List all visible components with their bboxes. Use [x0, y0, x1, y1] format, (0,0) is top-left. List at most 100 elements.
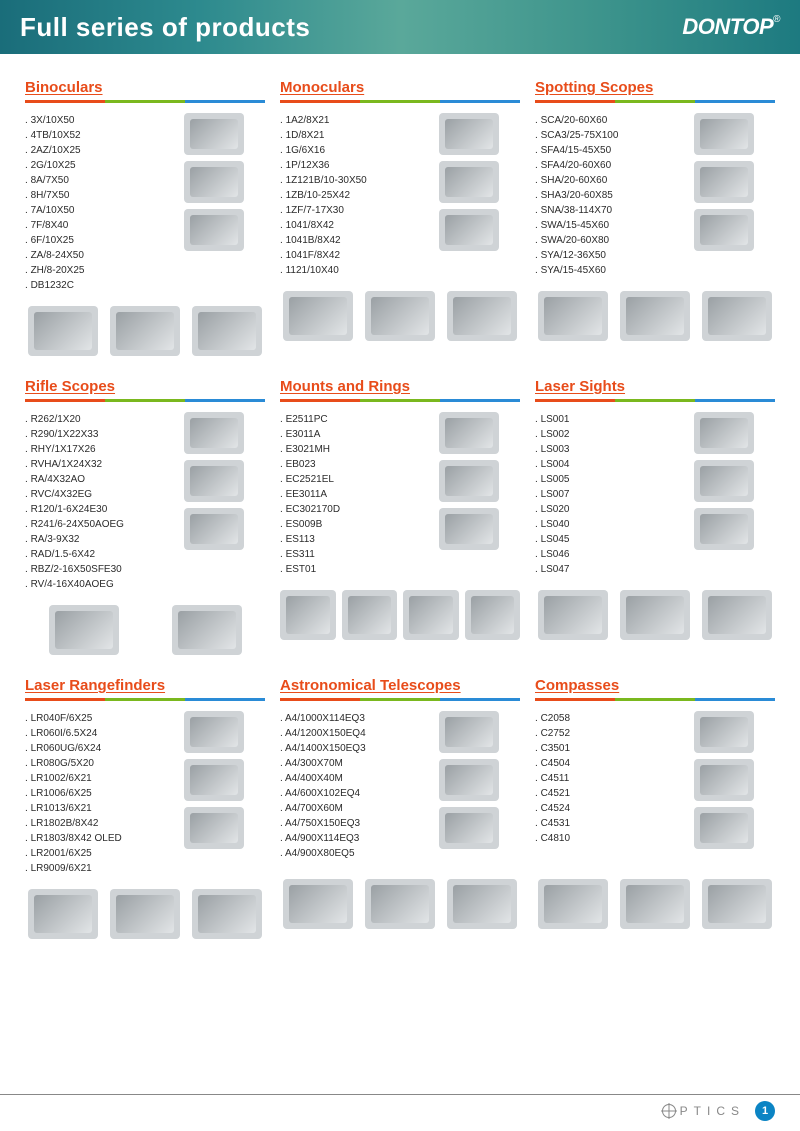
product-image-placeholder [184, 711, 244, 753]
category-body: R262/1X20R290/1X22X33RHY/1X17X26RVHA/1X2… [25, 412, 265, 592]
page-footer: PTICS 1 [0, 1094, 800, 1121]
product-item: SYA/12-36X50 [535, 248, 667, 263]
product-item: E3021MH [280, 442, 412, 457]
product-item: LS045 [535, 532, 667, 547]
product-item: 8H/7X50 [25, 188, 157, 203]
category-title: Astronomical Telescopes [280, 677, 520, 694]
side-images [673, 711, 775, 849]
product-item: LS047 [535, 562, 667, 577]
product-image-placeholder [694, 711, 754, 753]
product-item: R290/1X22X33 [25, 427, 157, 442]
product-item: RBZ/2-16X50SFE30 [25, 562, 157, 577]
product-item: R262/1X20 [25, 412, 157, 427]
product-image-placeholder [620, 590, 690, 640]
product-item: SFA4/15-45X50 [535, 143, 667, 158]
product-item: RV/4-16X40AOEG [25, 577, 157, 592]
product-item: SNA/38-114X70 [535, 203, 667, 218]
product-item: 8A/7X50 [25, 173, 157, 188]
product-item: 1Z121B/10-30X50 [280, 173, 412, 188]
category-title: Binoculars [25, 79, 265, 96]
page-title: Full series of products [20, 12, 310, 43]
product-item: A4/600X102EQ4 [280, 786, 412, 801]
product-item: 3X/10X50 [25, 113, 157, 128]
brand-logo-text: DONTOP [682, 14, 773, 39]
product-item: A4/900X114EQ3 [280, 831, 412, 846]
product-image-placeholder [28, 889, 98, 939]
color-bar [280, 100, 520, 103]
product-image-placeholder [538, 291, 608, 341]
product-image-placeholder [184, 161, 244, 203]
product-item: C4511 [535, 771, 667, 786]
product-image-placeholder [184, 508, 244, 550]
product-item: A4/700X60M [280, 801, 412, 816]
product-image-placeholder [184, 807, 244, 849]
bottom-images [535, 587, 775, 642]
category-block: Laser SightsLS001LS002LS003LS004LS005LS0… [535, 378, 775, 657]
side-images [418, 412, 520, 550]
product-item: 6F/10X25 [25, 233, 157, 248]
product-item: A4/900X80EQ5 [280, 846, 412, 861]
product-item: 1041F/8X42 [280, 248, 412, 263]
product-image-placeholder [702, 879, 772, 929]
color-bar [535, 399, 775, 402]
bottom-images [25, 602, 265, 657]
footer-optics-label: PTICS [662, 1104, 745, 1118]
color-bar [280, 399, 520, 402]
product-item: ES009B [280, 517, 412, 532]
product-image-placeholder [172, 605, 242, 655]
category-title: Rifle Scopes [25, 378, 265, 395]
product-list: E2511PCE3011AE3021MHEB023EC2521ELEE3011A… [280, 412, 412, 577]
product-image-placeholder [283, 291, 353, 341]
category-title: Spotting Scopes [535, 79, 775, 96]
product-image-placeholder [342, 590, 398, 640]
product-item: LS002 [535, 427, 667, 442]
bottom-images [280, 587, 520, 642]
product-item: LS007 [535, 487, 667, 502]
category-block: Spotting ScopesSCA/20-60X60SCA3/25-75X10… [535, 79, 775, 358]
content-grid: Binoculars 3X/10X504TB/10X522AZ/10X252G/1… [0, 54, 800, 941]
product-item: LS046 [535, 547, 667, 562]
product-image-placeholder [694, 508, 754, 550]
product-image-placeholder [439, 209, 499, 251]
product-image-placeholder [110, 306, 180, 356]
product-image-placeholder [694, 807, 754, 849]
product-item: LS003 [535, 442, 667, 457]
product-item: A4/1000X114EQ3 [280, 711, 412, 726]
product-item: LS005 [535, 472, 667, 487]
category-body: 1A2/8X211D/8X211G/6X161P/12X361Z121B/10-… [280, 113, 520, 278]
product-image-placeholder [447, 291, 517, 341]
footer-text: PTICS [680, 1104, 745, 1118]
product-item: C4810 [535, 831, 667, 846]
category-block: Laser RangefindersLR040F/6X25LR060I/6.5X… [25, 677, 265, 941]
product-item: 1G/6X16 [280, 143, 412, 158]
product-item: SHA3/20-60X85 [535, 188, 667, 203]
product-item: LR060UG/6X24 [25, 741, 157, 756]
category-row: Binoculars 3X/10X504TB/10X522AZ/10X252G/1… [25, 79, 775, 358]
product-item: EC302170D [280, 502, 412, 517]
category-body: 3X/10X504TB/10X522AZ/10X252G/10X258A/7X5… [25, 113, 265, 293]
product-item: RA/3-9X32 [25, 532, 157, 547]
category-title: Compasses [535, 677, 775, 694]
side-images [418, 711, 520, 849]
product-item: 2G/10X25 [25, 158, 157, 173]
product-item: SYA/15-45X60 [535, 263, 667, 278]
product-image-placeholder [620, 879, 690, 929]
product-item: C4504 [535, 756, 667, 771]
product-image-placeholder [439, 460, 499, 502]
product-item: C3501 [535, 741, 667, 756]
product-item: 1ZB/10-25X42 [280, 188, 412, 203]
product-image-placeholder [538, 590, 608, 640]
product-item: EB023 [280, 457, 412, 472]
bottom-images [25, 886, 265, 941]
product-item: C4521 [535, 786, 667, 801]
product-item: LR1013/6X21 [25, 801, 157, 816]
product-list: LS001LS002LS003LS004LS005LS007LS020LS040… [535, 412, 667, 577]
category-body: LS001LS002LS003LS004LS005LS007LS020LS040… [535, 412, 775, 577]
product-image-placeholder [694, 113, 754, 155]
product-item: C4531 [535, 816, 667, 831]
category-block: Monoculars1A2/8X211D/8X211G/6X161P/12X36… [280, 79, 520, 358]
product-item: R120/1-6X24E30 [25, 502, 157, 517]
brand-logo: DONTOP® [682, 14, 780, 40]
category-row: Laser RangefindersLR040F/6X25LR060I/6.5X… [25, 677, 775, 941]
product-image-placeholder [365, 879, 435, 929]
